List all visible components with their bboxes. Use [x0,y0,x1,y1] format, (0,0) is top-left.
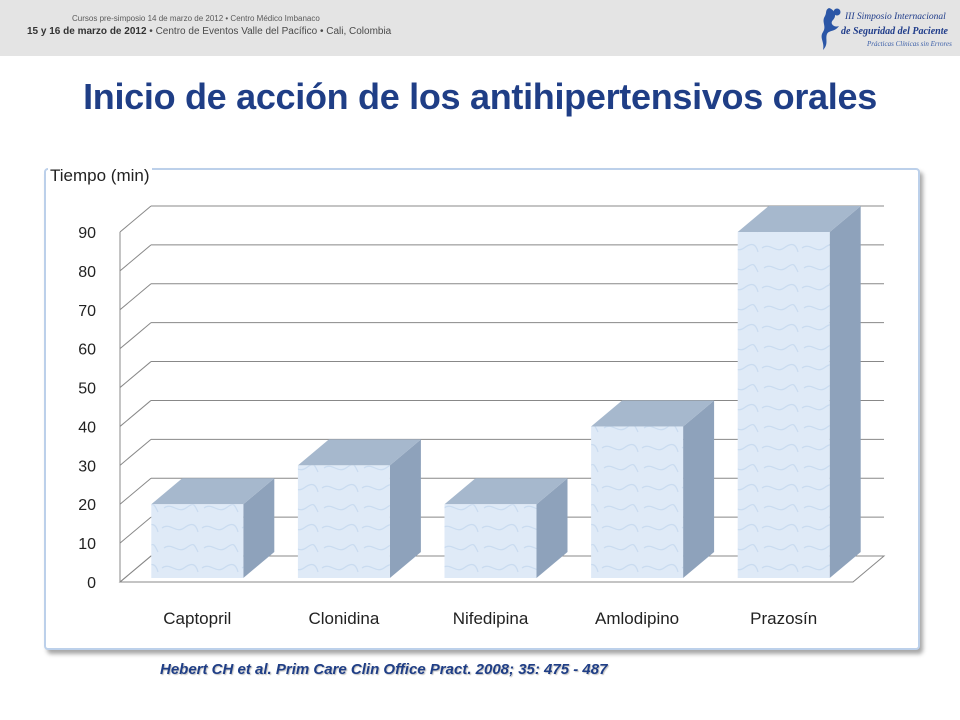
bar [151,478,275,578]
bar-side [683,400,715,578]
bar-top [151,478,275,505]
y-tick-label: 50 [78,381,96,398]
bar-top [444,478,568,505]
gridline-side [119,400,152,427]
bar-front [591,426,684,578]
logo-name-line: de Seguridad del Paciente [841,26,948,37]
y-tick-label: 20 [78,497,96,514]
logo-title-line: III Simposio Internacional [845,12,946,22]
bar-front [151,504,244,578]
bar-front [737,232,830,578]
y-tick-label: 0 [87,575,96,592]
logo-tagline: Prácticas Clínicas sin Errores [867,40,952,48]
gridline-side [119,322,152,350]
y-tick-label: 10 [78,536,96,553]
bar-side [536,478,568,578]
gridline-side [119,477,152,505]
event-venue-line: 15 y 16 de marzo de 2012 • Centro de Eve… [27,26,391,37]
event-main-dates: 15 y 16 de marzo de 2012 [27,26,147,37]
gridline-side [119,438,152,466]
gridline-side [119,361,152,388]
bar-top [737,206,861,232]
x-tick-label: Amlodipino [595,609,679,628]
bar [297,439,421,578]
bar-side [243,478,275,578]
stylized-figure-icon [821,8,841,50]
symposium-logo: III Simposio Internacional de Seguridad … [815,6,952,52]
y-tick-label: 40 [78,419,96,436]
event-venue: • Centro de Eventos Valle del Pacífico •… [146,26,392,37]
source-citation: Hebert CH et al. Prim Care Clin Office P… [160,661,608,678]
bar-top [297,439,421,466]
gridline-side [119,283,152,311]
x-tick-label: Nifedipina [453,609,529,628]
x-tick-label: Prazosín [750,609,817,628]
bar [737,206,861,578]
y-tick-label: 80 [78,264,96,281]
y-tick-label: 60 [78,342,96,359]
event-dates-line: Cursos pre-simposio 14 de marzo de 2012 … [72,14,320,23]
bar-side [389,439,421,578]
chart-title: Inicio de acción de los antihipertensivo… [83,76,877,117]
y-tick-label: 30 [78,458,96,475]
bar-top [591,400,715,427]
y-tick-label: 90 [78,225,96,242]
gridline-side [119,516,152,544]
gridline-side [119,244,152,272]
bar-front [297,465,390,578]
chart-floor [118,555,886,583]
gridline-side [119,205,152,233]
bar-front [444,504,537,578]
bar [444,478,568,578]
bar-side [829,206,861,578]
x-tick-label: Clonidina [308,609,379,628]
y-tick-label: 70 [78,303,96,320]
y-axis-label: Tiempo (min) [48,166,152,186]
header-band [0,0,960,56]
bar [591,400,715,578]
x-tick-label: Captopril [163,609,231,628]
